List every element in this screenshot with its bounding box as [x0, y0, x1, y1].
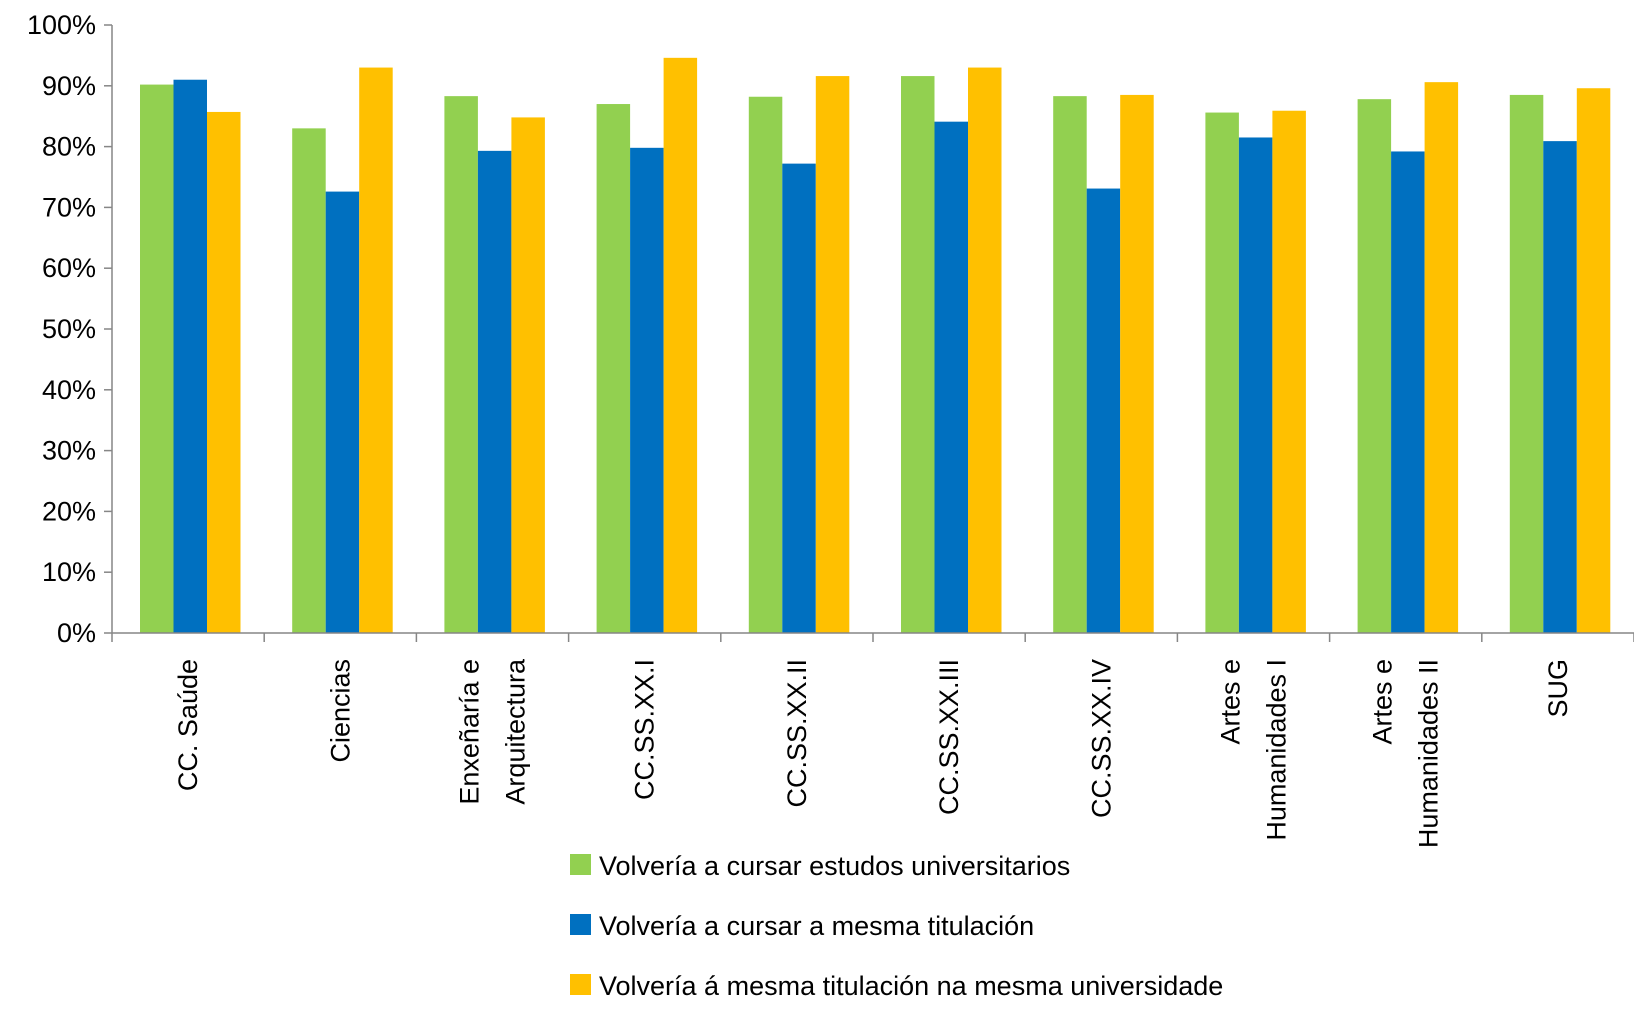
bar-series-1-cat-9: [1357, 99, 1392, 633]
bar-series-2-cat-5: [782, 163, 816, 633]
x-category-label: CC.SS.XX.III: [934, 659, 964, 815]
bar-series-1-cat-5: [748, 96, 783, 633]
y-tick-label: 90%: [42, 71, 96, 101]
bar-series-3-cat-9: [1424, 82, 1459, 634]
bar-series-1-cat-6: [901, 76, 935, 633]
legend-label: Volvería á mesma titulación na mesma uni…: [599, 971, 1223, 1001]
y-tick-label: 80%: [42, 132, 96, 162]
bar-series-3-cat-5: [815, 76, 850, 633]
x-category-label: Artes e: [1216, 659, 1246, 745]
y-tick-label: 50%: [42, 314, 96, 344]
x-category-label: CC.SS.XX.II: [782, 659, 812, 808]
y-tick-label: 0%: [57, 618, 96, 648]
bar-series-3-cat-10: [1576, 88, 1611, 634]
bar-series-2-cat-2: [325, 191, 360, 634]
bar-series-1-cat-10: [1509, 94, 1544, 634]
bar-series-3-cat-8: [1272, 110, 1306, 633]
x-category-label: CC. Saúde: [173, 659, 203, 791]
y-tick-label: 60%: [42, 253, 96, 283]
bar-series-1-cat-4: [596, 104, 631, 634]
bar-series-2-cat-4: [630, 147, 664, 634]
bar-series-3-cat-1: [207, 111, 241, 634]
x-category-label: Arquitectura: [501, 658, 531, 805]
y-tick-label: 40%: [42, 375, 96, 405]
y-tick-label: 70%: [42, 192, 96, 222]
y-tick-label: 20%: [42, 496, 96, 526]
x-category-label: CC.SS.XX.IV: [1086, 659, 1116, 818]
bar-series-3-cat-6: [968, 67, 1002, 633]
x-category-label: CC.SS.XX.I: [630, 659, 660, 800]
y-tick-label: 30%: [42, 436, 96, 466]
legend-swatch: [570, 974, 591, 995]
x-axis: CC. Saúde Ciencias Enxeñaría e Arquitectura…: [111, 632, 1634, 848]
y-tick-label: 10%: [42, 557, 96, 587]
legend: Volvería a cursar estudos universitarios…: [570, 851, 1223, 1001]
bar-series-2-cat-6: [934, 121, 968, 633]
bar-series-1-cat-7: [1053, 96, 1087, 634]
bar-series-3-cat-3: [511, 117, 545, 633]
x-category-label: Ciencias: [325, 659, 355, 763]
bar-series-3-cat-7: [1120, 94, 1154, 634]
x-category-label: SUG: [1543, 659, 1573, 718]
x-category-label: Humanidades I: [1262, 659, 1292, 841]
y-tick-label: 100%: [27, 10, 96, 40]
legend-swatch: [570, 854, 591, 875]
bar-series-2-cat-7: [1086, 188, 1121, 633]
bar-series-2-cat-8: [1238, 137, 1273, 634]
bar-series-3-cat-2: [359, 67, 393, 633]
x-category-label: Enxeñaría e: [455, 659, 485, 805]
legend-label: Volvería a cursar a mesma titulación: [599, 911, 1034, 941]
x-category-label: Artes e: [1368, 659, 1398, 745]
bar-series-1-cat-1: [140, 84, 174, 634]
bar-series-1-cat-2: [292, 128, 326, 634]
bar-series-1-cat-3: [444, 96, 478, 634]
legend-swatch: [570, 914, 591, 935]
y-axis: 0% 10% 20% 30% 40% 50% 60% 70% 80% 90% 100%: [27, 10, 113, 648]
x-category-label: Humanidades II: [1414, 659, 1444, 848]
bar-series-2-cat-3: [477, 150, 512, 633]
bar-series-3-cat-4: [663, 57, 698, 633]
bars: [140, 57, 1611, 634]
bar-series-2-cat-9: [1391, 151, 1425, 634]
bar-series-1-cat-8: [1205, 112, 1239, 633]
bar-series-2-cat-10: [1543, 141, 1577, 634]
legend-label: Volvería a cursar estudos universitarios: [599, 851, 1070, 881]
bar-series-2-cat-1: [173, 79, 207, 634]
